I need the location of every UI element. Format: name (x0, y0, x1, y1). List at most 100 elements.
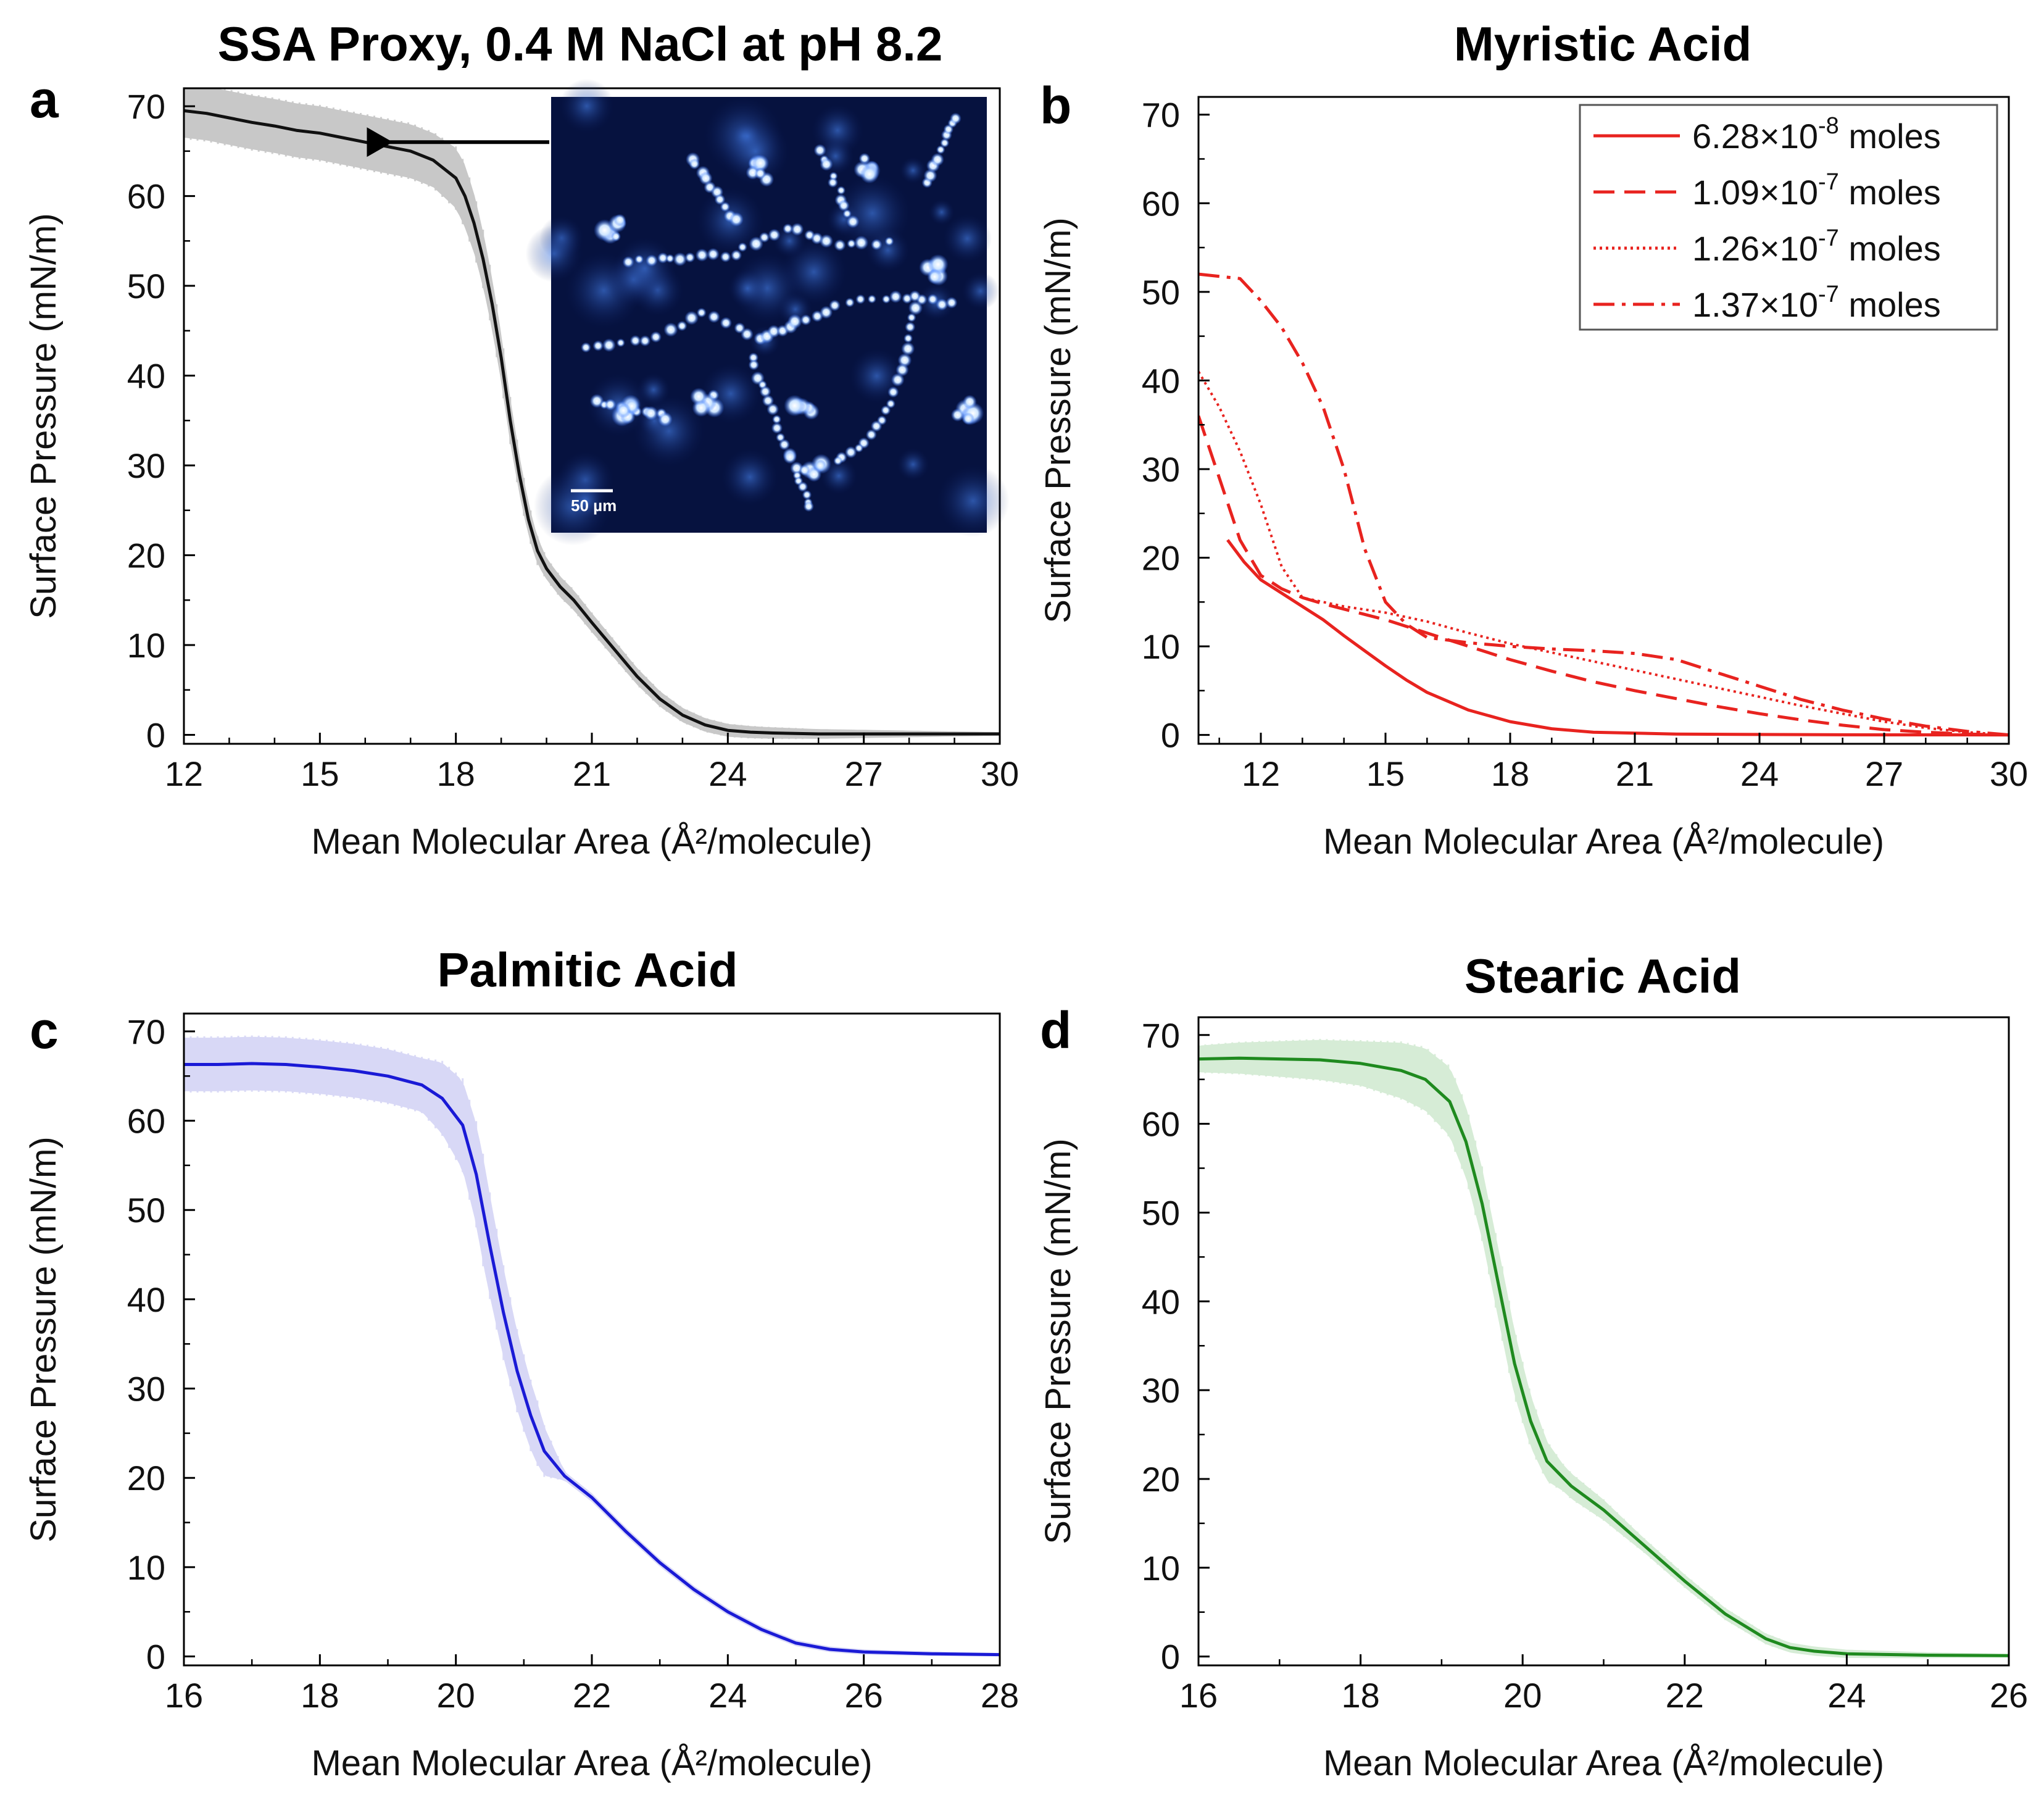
inset-glow (559, 78, 614, 133)
inset-dot (729, 212, 744, 227)
inset-dot (737, 242, 747, 252)
x-tick-label: 21 (1616, 754, 1654, 793)
plot-frame-b (1197, 96, 2010, 745)
inset-dot (802, 489, 812, 500)
plot-content-d (1199, 1039, 2009, 1659)
x-tick-label: 24 (708, 754, 747, 793)
y-tick-label: 30 (1142, 1371, 1180, 1410)
y-tick-label: 50 (1142, 1193, 1180, 1232)
series-line-b-4 (1199, 272, 2009, 737)
legend-entries: 6.28×10-8 moles 1.09×10-7 moles 1.26×10-7 … (1593, 113, 1941, 324)
x-tick-label: 18 (1341, 1676, 1379, 1715)
inset-cluster (752, 154, 770, 172)
x-tick-label: 18 (1491, 754, 1529, 793)
inset-dot (845, 298, 855, 307)
x-axis-label: Mean Molecular Area (Å²/molecule) (1323, 1743, 1884, 1783)
x-tick-label: 16 (1179, 1676, 1218, 1715)
inset-dot (949, 112, 962, 125)
inset-dot (936, 298, 949, 311)
y-tick-label: 60 (127, 177, 165, 216)
x-tick-label: 27 (845, 754, 883, 793)
inset-dot (945, 296, 958, 309)
inset-dot (720, 251, 731, 263)
y-axis-label: Surface Pressure (mN/m) (1038, 1138, 1078, 1544)
series-line-d-1 (1199, 1056, 2009, 1657)
legend-label: 1.26×10-7 moles (1692, 225, 1941, 268)
x-tick-label: 30 (981, 754, 1019, 793)
inset-dot (707, 248, 720, 260)
x-tick-label: 18 (301, 1676, 339, 1715)
y-tick-label: 0 (146, 1638, 165, 1676)
inset-cluster (860, 164, 879, 184)
inset-dot (720, 201, 731, 212)
inset-dot (604, 398, 617, 410)
legend-b: 6.28×10-8 moles 1.09×10-7 moles 1.26×10-7 … (1579, 104, 1998, 331)
panel-b-letter: b (1040, 77, 1071, 135)
inset-dot (673, 252, 688, 267)
inset-dot (622, 256, 634, 269)
inset-dot (855, 294, 866, 304)
inset-dot (889, 290, 902, 303)
inset-dot (871, 238, 883, 251)
panel-a-title: SSA Proxy, 0.4 M NaCl at pH 8.2 (218, 17, 943, 71)
y-tick-label: 40 (1142, 1282, 1180, 1321)
inset-dot (867, 294, 876, 304)
y-tick-label: 30 (127, 446, 165, 485)
x-axis-label: Mean Molecular Area (Å²/molecule) (311, 1743, 872, 1783)
inset-cluster (784, 394, 806, 417)
y-tick-label: 0 (1161, 1638, 1180, 1676)
series-line-b-2 (1199, 415, 2009, 737)
legend-label: 6.28×10-8 moles (1692, 113, 1941, 156)
plot-frame-d (1197, 1016, 2010, 1667)
x-tick-label: 22 (1666, 1676, 1704, 1715)
inset-dot (927, 294, 938, 305)
inset-dot (829, 299, 841, 312)
inset-glow (899, 157, 927, 184)
y-axis-label: Surface Pressure (mN/m) (1038, 217, 1078, 623)
plot-content-c (184, 1035, 1000, 1657)
x-tick-label: 21 (573, 754, 611, 793)
inset-cluster (613, 214, 626, 227)
x-tick-label: 15 (301, 754, 339, 793)
series-line-c-1 (184, 1062, 1000, 1657)
inset-dot (904, 333, 913, 343)
x-tick-label: 24 (708, 1676, 747, 1715)
x-tick-label: 12 (1242, 754, 1280, 793)
legend-label: 1.09×10-7 moles (1692, 169, 1941, 212)
inset-dot (759, 385, 771, 398)
x-tick-label: 24 (1827, 1676, 1866, 1715)
y-tick-label: 70 (127, 87, 165, 126)
inset-dot (707, 310, 720, 323)
inset-dot (836, 186, 846, 195)
y-tick-label: 0 (1161, 716, 1180, 755)
y-tick-label: 10 (127, 626, 165, 665)
plot-area-d: 16 18 20 22 24 26 0 10 20 30 40 50 60 70 Mean Molecula… (1038, 1016, 2028, 1783)
y-tick-label: 70 (1142, 1016, 1180, 1055)
inset-dot (800, 314, 812, 326)
y-tick-label: 10 (1142, 1549, 1180, 1588)
y-tick-label: 20 (127, 536, 165, 575)
y-tick-label: 10 (1142, 627, 1180, 666)
inset-dot (813, 144, 826, 157)
inset-dot (854, 443, 863, 453)
legend-label: 1.37×10-7 moles (1692, 281, 1941, 324)
inset-bright-domains (525, 78, 1010, 546)
inset-dot (870, 420, 883, 432)
inset-cluster (814, 459, 827, 472)
inset-glow (928, 199, 955, 225)
x-tick-label: 30 (1990, 754, 2028, 793)
panel-c: Palmitic Acid c 16 18 20 22 24 26 28 0 10 20 30 40 5… (23, 943, 1019, 1783)
inset-dot (846, 215, 860, 228)
inset-dot (844, 446, 857, 459)
inset-dot (909, 290, 921, 302)
x-axis-label: Mean Molecular Area (Å²/molecule) (311, 822, 872, 862)
y-tick-label: 50 (127, 1191, 165, 1230)
inset-dot (833, 456, 843, 465)
inset-dot (634, 254, 644, 264)
inset-dot (778, 439, 791, 451)
panel-b: Myristic Acid b 12 15 18 21 24 27 30 0 10 20 30 40 5… (1038, 17, 2028, 862)
panel-b-title: Myristic Acid (1454, 17, 1752, 71)
y-tick-label: 60 (127, 1102, 165, 1141)
plot-content-b (1199, 272, 2009, 737)
inset-dot (646, 254, 658, 267)
